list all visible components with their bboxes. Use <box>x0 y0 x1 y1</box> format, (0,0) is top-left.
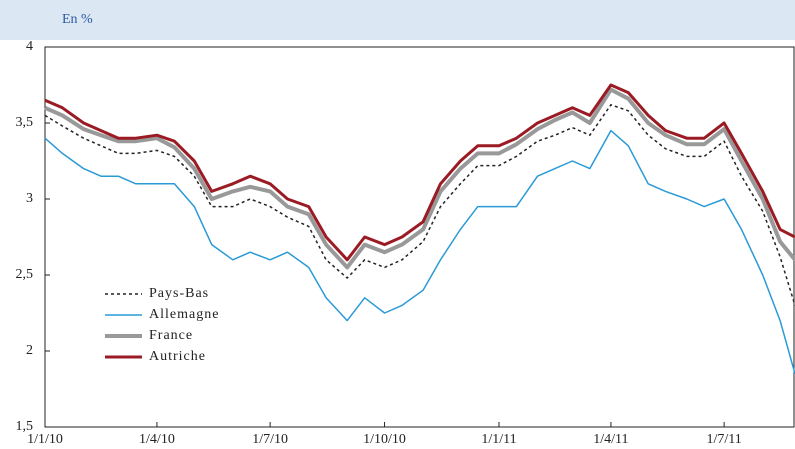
y-tick-label: 4 <box>26 39 33 54</box>
x-tick-label: 1/10/10 <box>363 432 406 447</box>
x-tick-label: 1/4/11 <box>593 432 628 447</box>
series-line <box>44 83 795 262</box>
x-tick-label: 1/1/11 <box>481 432 516 447</box>
legend-label: Allemagne <box>149 307 219 322</box>
legend-label: Autriche <box>149 349 206 364</box>
series-line <box>44 129 795 375</box>
y-tick-label: 3,5 <box>16 115 34 130</box>
header-band <box>0 0 795 40</box>
series-line <box>44 87 795 270</box>
unit-label: En % <box>62 12 93 27</box>
x-tick-label: 1/7/11 <box>706 432 741 447</box>
legend-label: Pays-Bas <box>149 286 209 301</box>
x-tick-label: 1/1/10 <box>27 432 63 447</box>
plot-frame <box>44 46 795 428</box>
series-line <box>44 104 795 306</box>
x-tick-label: 1/4/10 <box>139 432 175 447</box>
y-tick-label: 2,5 <box>16 267 34 282</box>
y-tick-label: 1,5 <box>16 419 34 434</box>
x-tick-label: 1/7/10 <box>252 432 288 447</box>
y-tick-label: 3 <box>26 191 33 206</box>
y-tick-label: 2 <box>26 343 33 358</box>
legend-label: France <box>149 328 193 343</box>
